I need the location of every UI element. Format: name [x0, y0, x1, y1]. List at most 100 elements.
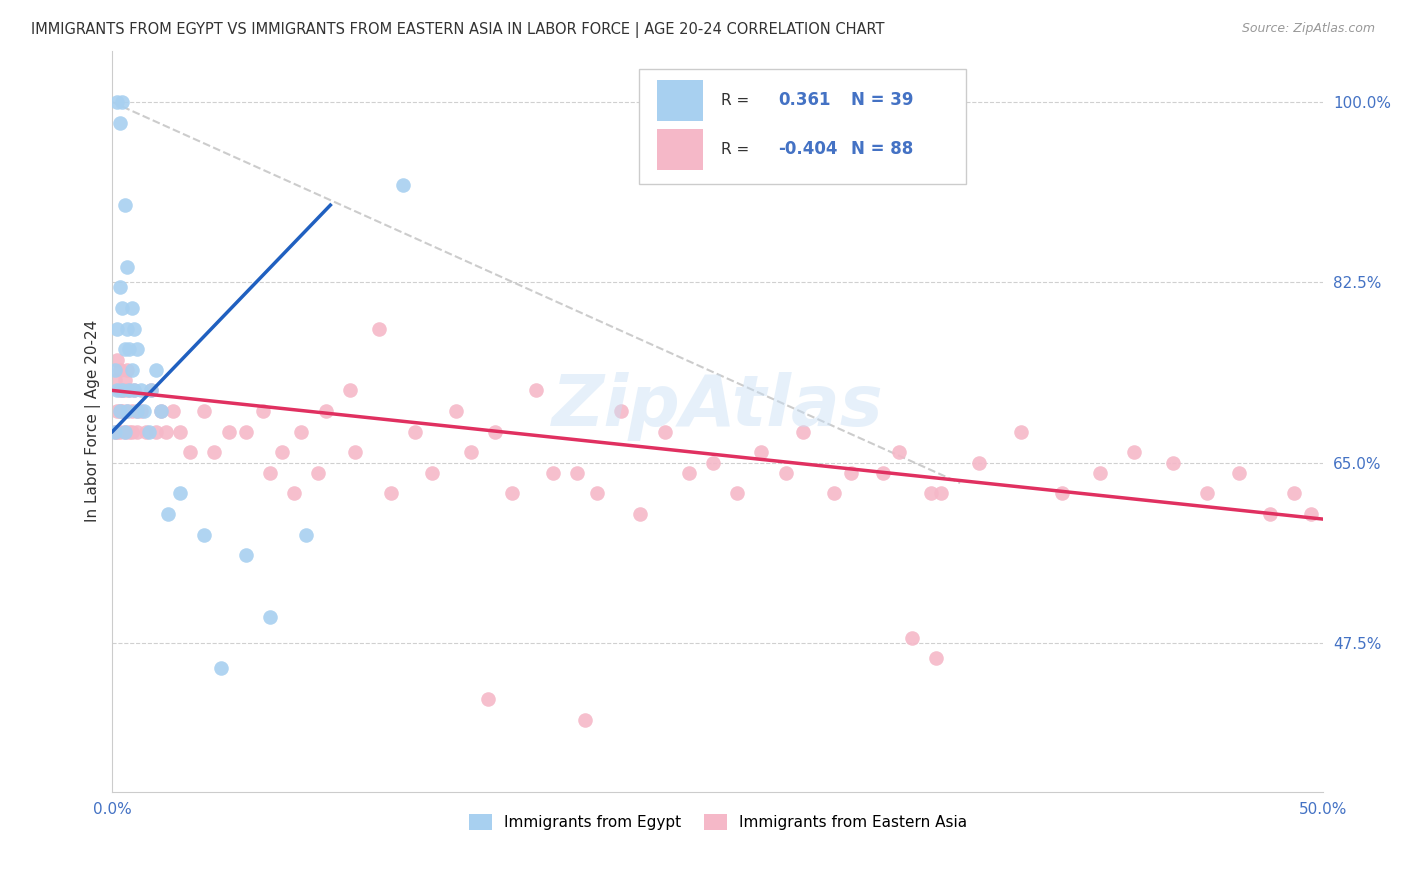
Point [1258, 507, 1281, 521]
Point [122, 321, 145, 335]
Point [157, 507, 180, 521]
Point [104, 373, 127, 387]
Point [118, 425, 141, 439]
Point [307, 466, 329, 480]
Legend: Immigrants from Egypt, Immigrants from Eastern Asia: Immigrants from Egypt, Immigrants from E… [463, 808, 973, 836]
Point [105, 95, 128, 110]
Point [585, 486, 607, 500]
Point [1282, 486, 1305, 500]
Point [114, 425, 136, 439]
Point [823, 486, 845, 500]
Point [702, 456, 724, 470]
Point [114, 373, 136, 387]
Point [1010, 425, 1032, 439]
Point [111, 95, 134, 110]
Point [925, 651, 948, 665]
Point [138, 425, 160, 439]
Point [920, 486, 942, 500]
Point [929, 486, 952, 500]
Y-axis label: In Labor Force | Age 20-24: In Labor Force | Age 20-24 [86, 320, 101, 523]
Point [501, 486, 523, 500]
Point [1301, 507, 1323, 521]
Point [574, 713, 596, 727]
Point [889, 445, 911, 459]
Point [567, 466, 589, 480]
Point [725, 486, 748, 500]
Point [1195, 486, 1218, 500]
Point [1227, 466, 1250, 480]
Point [114, 384, 136, 398]
Point [108, 280, 131, 294]
Point [108, 384, 131, 398]
Point [125, 404, 148, 418]
Point [193, 527, 215, 541]
Point [259, 466, 281, 480]
Point [380, 486, 402, 500]
FancyBboxPatch shape [657, 80, 703, 120]
Point [115, 321, 138, 335]
Point [122, 384, 145, 398]
Point [131, 384, 153, 398]
Point [610, 404, 633, 418]
Point [104, 425, 127, 439]
Point [108, 116, 131, 130]
Point [1123, 445, 1146, 459]
Point [628, 507, 651, 521]
Point [125, 343, 148, 357]
Point [131, 404, 153, 418]
Point [193, 404, 215, 418]
Point [118, 343, 141, 357]
Point [1090, 466, 1112, 480]
FancyBboxPatch shape [640, 70, 966, 184]
Point [105, 321, 128, 335]
Point [104, 363, 127, 377]
Point [343, 445, 366, 459]
Point [121, 425, 143, 439]
Point [108, 404, 131, 418]
Point [315, 404, 337, 418]
FancyBboxPatch shape [657, 128, 703, 169]
Point [125, 425, 148, 439]
Point [104, 425, 127, 439]
Point [114, 343, 136, 357]
Point [420, 466, 443, 480]
Point [105, 352, 128, 367]
Text: N = 39: N = 39 [851, 91, 914, 110]
Point [149, 404, 172, 418]
Point [121, 301, 143, 315]
Point [252, 404, 274, 418]
Point [1050, 486, 1073, 500]
Text: -0.404: -0.404 [779, 140, 838, 158]
Point [114, 198, 136, 212]
Text: R =: R = [721, 93, 749, 108]
Point [105, 425, 128, 439]
Point [524, 384, 547, 398]
Point [108, 425, 131, 439]
Point [162, 404, 184, 418]
Point [678, 466, 700, 480]
Point [477, 692, 499, 706]
Point [118, 384, 141, 398]
Point [169, 425, 191, 439]
Point [135, 425, 157, 439]
Text: Source: ZipAtlas.com: Source: ZipAtlas.com [1241, 22, 1375, 36]
Text: R =: R = [721, 142, 749, 157]
Point [169, 486, 191, 500]
Point [900, 631, 922, 645]
Point [367, 321, 389, 335]
Point [141, 384, 163, 398]
Point [145, 425, 167, 439]
Point [295, 527, 318, 541]
Point [111, 384, 134, 398]
Point [202, 445, 225, 459]
Point [132, 404, 155, 418]
Point [155, 425, 177, 439]
Point [209, 661, 232, 675]
Point [271, 445, 294, 459]
Point [839, 466, 862, 480]
Text: IMMIGRANTS FROM EGYPT VS IMMIGRANTS FROM EASTERN ASIA IN LABOR FORCE | AGE 20-24: IMMIGRANTS FROM EGYPT VS IMMIGRANTS FROM… [31, 22, 884, 38]
Point [392, 178, 415, 192]
Point [404, 425, 426, 439]
Point [141, 384, 163, 398]
Text: N = 88: N = 88 [851, 140, 914, 158]
